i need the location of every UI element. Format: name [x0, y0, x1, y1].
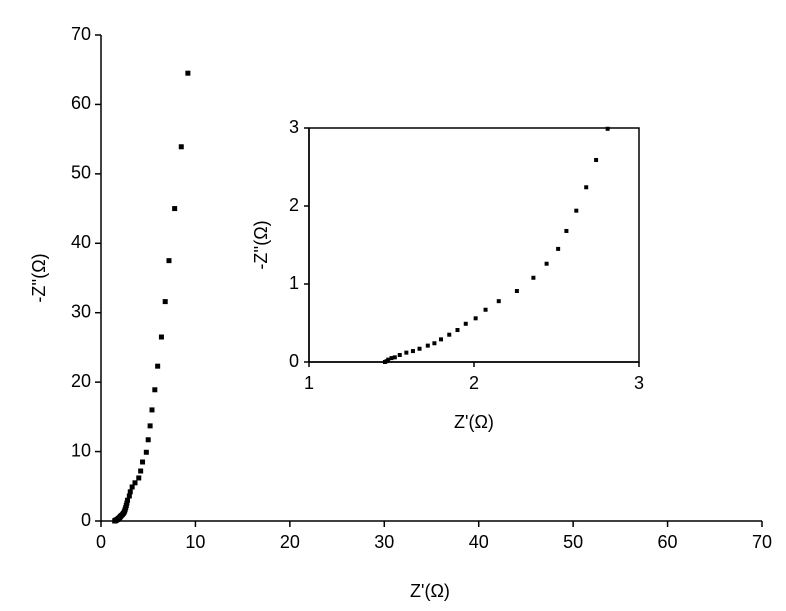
data-point: [389, 356, 394, 361]
x-tick-label: 60: [658, 532, 678, 552]
y-tick-label: 50: [71, 163, 91, 183]
data-point: [574, 208, 579, 213]
data-point: [172, 206, 178, 212]
y-axis-label: -Z''(Ω): [29, 253, 49, 302]
y-axis-label: -Z''(Ω): [251, 220, 271, 269]
data-point: [138, 468, 144, 474]
data-point: [531, 275, 536, 280]
y-tick-label: 30: [71, 301, 91, 321]
y-tick-label: 2: [289, 195, 299, 215]
data-point: [514, 289, 519, 294]
y-tick-label: 1: [289, 273, 299, 293]
data-point: [132, 480, 138, 486]
data-point: [594, 157, 599, 162]
data-point: [125, 497, 131, 503]
x-tick-label: 3: [634, 373, 644, 393]
data-point: [145, 437, 151, 443]
data-point: [417, 346, 422, 351]
data-point: [126, 493, 132, 499]
data-point: [425, 343, 430, 348]
data-point: [178, 144, 184, 150]
data-point: [166, 258, 172, 264]
x-tick-label: 70: [752, 532, 772, 552]
x-tick-label: 40: [469, 532, 489, 552]
x-tick-label: 0: [96, 532, 106, 552]
data-point: [162, 299, 168, 305]
data-point: [152, 387, 158, 393]
data-point: [463, 321, 468, 326]
data-point: [147, 423, 153, 429]
data-point: [605, 126, 610, 131]
data-point: [496, 299, 501, 304]
y-tick-label: 70: [71, 24, 91, 44]
data-point: [455, 328, 460, 333]
data-point: [584, 185, 589, 190]
data-point: [140, 459, 146, 465]
x-tick-label: 30: [374, 532, 394, 552]
x-axis-label: Z'(Ω): [410, 581, 450, 601]
x-tick-label: 10: [185, 532, 205, 552]
data-point: [127, 489, 133, 495]
y-tick-label: 10: [71, 440, 91, 460]
data-point: [483, 307, 488, 312]
data-point: [544, 261, 549, 266]
data-point: [386, 357, 391, 362]
data-point: [404, 350, 409, 355]
plot-frame: [308, 127, 640, 363]
x-tick-label: 2: [469, 373, 479, 393]
data-point: [410, 349, 415, 354]
y-tick-label: 20: [71, 371, 91, 391]
data-point: [155, 363, 161, 369]
data-point: [185, 70, 191, 76]
data-point: [136, 475, 142, 481]
y-tick-label: 3: [289, 117, 299, 137]
data-point: [432, 341, 437, 346]
x-axis-label: Z'(Ω): [454, 412, 494, 432]
data-point: [124, 500, 130, 506]
data-point: [439, 337, 443, 342]
data-point: [149, 407, 155, 413]
y-tick-label: 40: [71, 232, 91, 252]
y-tick-label: 0: [81, 510, 91, 530]
x-tick-label: 50: [563, 532, 583, 552]
x-tick-label: 1: [304, 373, 314, 393]
data-point: [564, 228, 569, 233]
data-point: [473, 316, 478, 321]
y-tick-label: 0: [289, 351, 299, 371]
data-point: [397, 352, 402, 357]
data-point: [556, 246, 561, 251]
data-point: [143, 449, 149, 455]
data-point: [158, 334, 164, 340]
data-point: [392, 355, 397, 360]
data-point: [129, 484, 135, 490]
data-point: [447, 332, 452, 337]
y-tick-label: 60: [71, 93, 91, 113]
x-tick-label: 20: [280, 532, 300, 552]
